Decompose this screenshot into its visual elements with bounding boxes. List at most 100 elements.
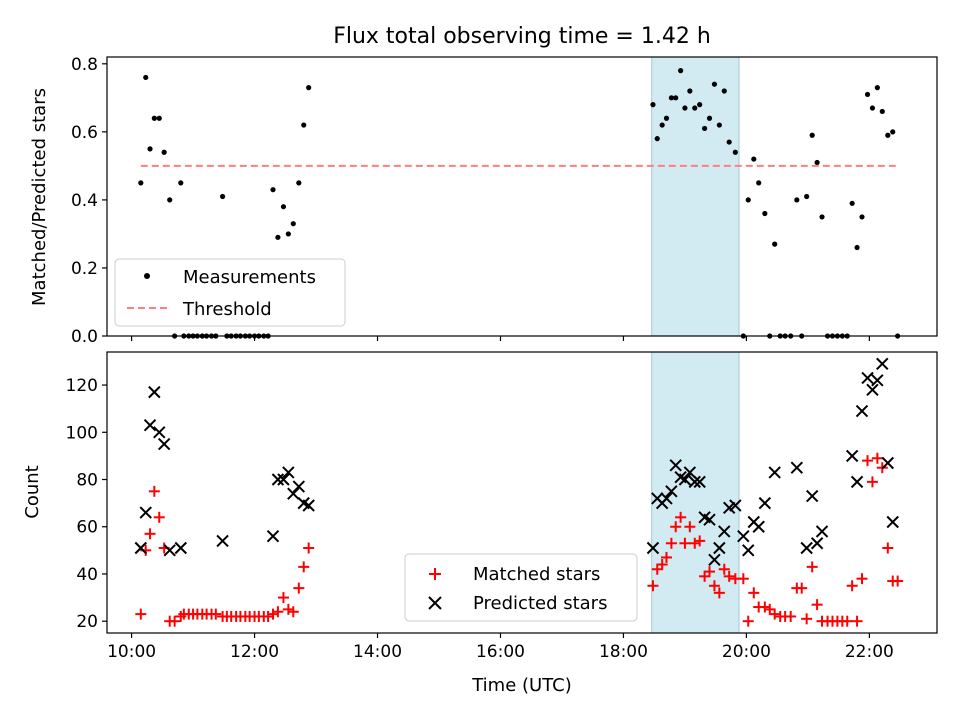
predicted-stars-point <box>277 473 290 486</box>
predicted-stars-point <box>302 499 315 512</box>
matched-stars-point <box>759 601 771 613</box>
threshold-legend-label: Threshold <box>182 299 272 320</box>
predicted-stars-point <box>163 544 176 557</box>
measurements-point <box>874 85 880 91</box>
measurements-point <box>702 125 708 132</box>
predicted-stars-point <box>292 480 306 493</box>
predicted-stars-point <box>216 534 229 548</box>
predicted-stars-point <box>886 515 899 529</box>
measurements-point <box>711 81 718 87</box>
measurements-point <box>275 234 281 240</box>
matched-stars-point <box>862 455 874 467</box>
matched-stars-point <box>718 563 730 575</box>
predicted-stars-point <box>678 473 692 486</box>
measurements-point <box>864 91 871 98</box>
top-legend: Measurements Threshold <box>114 258 346 327</box>
predicted-stars-point <box>752 520 765 533</box>
bottom-x-ticks: 10:00 12:00 14:00 16:00 18:00 20:00 22:00 <box>107 633 894 662</box>
matched-stars-point <box>651 563 663 575</box>
matched-stars-point <box>796 582 808 594</box>
measurements-point <box>849 200 855 206</box>
predicted-stars-point <box>866 383 879 396</box>
predicted-stars-legend-marker <box>428 596 442 610</box>
matched-stars-point <box>282 603 294 615</box>
matched-stars-point <box>272 606 284 618</box>
predicted-stars-point <box>881 456 895 470</box>
measurements-point <box>306 85 312 91</box>
y-tick-label: 0.8 <box>71 55 98 75</box>
matched-stars-point <box>267 608 279 620</box>
x-tick-label: 12:00 <box>230 642 279 662</box>
matched-stars-point <box>670 521 682 533</box>
predicted-stars-point <box>713 541 726 555</box>
matched-stars-point <box>262 610 274 622</box>
matched-stars-point <box>169 615 181 627</box>
measurements-point <box>663 115 670 121</box>
matched-stars-point <box>144 528 156 540</box>
predicted-stars-point <box>815 525 829 538</box>
predicted-stars-point <box>729 499 742 512</box>
measurements-point <box>296 180 302 186</box>
measurements-point <box>687 88 693 94</box>
matched-stars-point <box>769 608 781 620</box>
matched-stars-point <box>866 476 878 488</box>
measurements-point <box>156 115 162 121</box>
predicted-stars-point <box>845 449 859 463</box>
y-tick-label: 20 <box>76 612 98 632</box>
y-tick-label: 0.2 <box>71 259 98 279</box>
matched-stars-point <box>801 613 813 625</box>
matched-stars-point <box>704 566 716 578</box>
predicted-stars-point <box>266 529 280 543</box>
matched-stars-point <box>660 551 672 563</box>
bottom-legend: Matched stars Predicted stars <box>404 553 638 622</box>
matched-stars-point <box>210 608 222 620</box>
predicted-stars-point <box>861 371 874 385</box>
predicted-stars-point <box>768 466 781 479</box>
predicted-stars-point <box>143 418 157 432</box>
measurements-point <box>668 95 675 101</box>
measurements-point <box>794 197 800 203</box>
predicted-stars-point <box>800 541 813 555</box>
measurements-point <box>879 108 885 115</box>
matched-stars-point <box>882 542 894 554</box>
bottom-marks <box>134 357 904 627</box>
x-tick-label: 20:00 <box>722 642 771 662</box>
predicted-stars-point <box>134 541 148 555</box>
measurements-point <box>706 115 713 121</box>
y-tick-label: 0.4 <box>71 191 98 211</box>
measurements-point <box>682 105 688 111</box>
predicted-stars-point <box>665 485 678 498</box>
y-tick-label: 100 <box>66 423 98 443</box>
measurements-point <box>161 149 167 155</box>
measurements-point <box>890 129 896 135</box>
x-tick-label: 22:00 <box>845 642 894 662</box>
bottom-y-ticks: 20 40 60 80 100 120 <box>66 376 107 632</box>
measurements-point <box>732 149 738 155</box>
measurements-point <box>147 146 153 152</box>
matched-stars-legend-marker <box>429 568 441 580</box>
predicted-stars-point <box>683 466 697 479</box>
predicted-stars-point <box>153 426 166 439</box>
measurements-point <box>673 95 679 101</box>
y-tick-label: 40 <box>76 565 98 585</box>
predicted-stars-point <box>790 461 804 474</box>
bottom-observing-window-shade <box>651 351 740 634</box>
predicted-stars-point <box>871 374 884 387</box>
matched-stars-point <box>699 570 711 582</box>
matched-stars-point <box>892 575 904 587</box>
predicted-stars-point <box>758 496 772 510</box>
predicted-stars-legend-label: Predicted stars <box>473 593 607 614</box>
matched-stars-point <box>806 561 818 573</box>
predicted-stars-point <box>174 541 187 555</box>
measurements-point <box>804 193 810 200</box>
predicted-stars-point <box>669 459 682 472</box>
matched-stars-point <box>713 587 725 599</box>
matched-stars-point <box>737 573 749 585</box>
measurements-point <box>859 214 865 220</box>
measurements-point <box>151 115 157 121</box>
matched-stars-point <box>148 485 160 497</box>
predicted-stars-point <box>876 357 889 371</box>
top-y-ticks: 0.0 0.2 0.4 0.6 0.8 <box>71 55 107 347</box>
measurements-point <box>280 204 287 210</box>
